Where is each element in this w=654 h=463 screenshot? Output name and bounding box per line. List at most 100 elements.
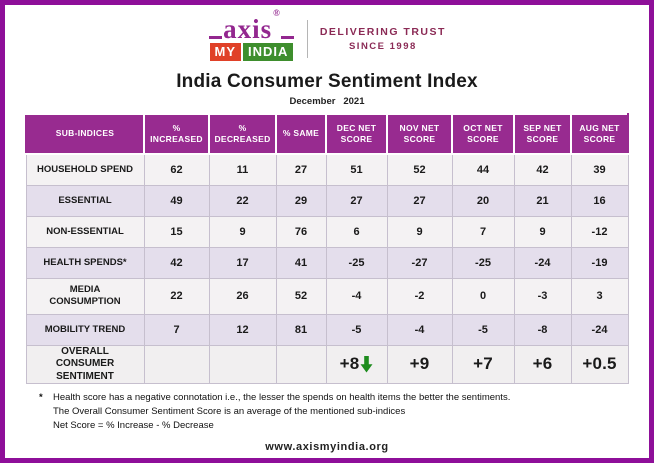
table-row-mobility-trend: MOBILITY TREND 7 12 81 -5 -4 -5 -8 -24 <box>25 313 629 346</box>
cell-value: -24 <box>570 313 629 346</box>
cell-value: 0 <box>451 277 515 315</box>
cell-value: 81 <box>275 313 327 346</box>
cell-empty <box>208 344 277 384</box>
footnotes: * Health score has a negative connotatio… <box>39 391 649 432</box>
table-row-overall-sentiment: OVERALL CONSUMER SENTIMENT +8 +9 +7 <box>25 344 629 384</box>
logo-divider <box>306 20 308 58</box>
logo-my-india: MY INDIA <box>209 42 294 61</box>
cell-value: -12 <box>570 215 629 248</box>
cell-value: 9 <box>386 215 453 248</box>
cell-value: -19 <box>570 246 629 279</box>
cell-empty <box>143 344 210 384</box>
footnote-line-3: Net Score = % Increase - % Decrease <box>53 419 649 433</box>
logo-india-badge: INDIA <box>243 42 294 61</box>
cell-value: 17 <box>208 246 277 279</box>
footnote-line-1: * Health score has a negative connotatio… <box>39 391 649 405</box>
col-header-pct-decreased: % DECREASED <box>208 113 277 155</box>
cell-value: 76 <box>275 215 327 248</box>
logo-right-underscore-decoration <box>280 35 294 39</box>
cell-value: 26 <box>208 277 277 315</box>
logo-axis-wordmark: axis® <box>223 8 281 45</box>
cell-value: -5 <box>451 313 515 346</box>
logo-axis-line: axis® <box>208 8 295 45</box>
footnote-text-3: Net Score = % Increase - % Decrease <box>53 419 214 431</box>
page-subtitle-month: December 2021 <box>289 96 365 107</box>
row-label: ESSENTIAL <box>25 184 145 217</box>
cell-value: -25 <box>325 246 388 279</box>
axis-my-india-logo: axis® MY INDIA <box>208 8 295 61</box>
footnote-text-1: Health score has a negative connotation … <box>53 392 511 403</box>
cell-value: -25 <box>451 246 515 279</box>
cell-value: 11 <box>208 153 277 186</box>
cell-value: -4 <box>325 277 388 315</box>
logo-left-underscore-decoration <box>209 35 223 39</box>
sentiment-table: SUB-INDICES % INCREASED % DECREASED % SA… <box>25 113 629 384</box>
cell-value: 16 <box>570 184 629 217</box>
table-row-media-consumption: MEDIA CONSUMPTION 22 26 52 -4 -2 0 -3 3 <box>25 277 629 315</box>
cell-value: 3 <box>570 277 629 315</box>
cell-value: 7 <box>143 313 210 346</box>
row-label: HOUSEHOLD SPEND <box>25 153 145 186</box>
cell-value: 20 <box>451 184 515 217</box>
cell-value: 42 <box>513 153 572 186</box>
overall-nov-score: +9 <box>386 344 453 384</box>
cell-value: -27 <box>386 246 453 279</box>
table-row-essential: ESSENTIAL 49 22 29 27 27 20 21 16 <box>25 184 629 217</box>
cell-value: 42 <box>143 246 210 279</box>
col-header-oct-net-score: OCT NET SCORE <box>451 113 515 155</box>
col-header-sub-indices: SUB-INDICES <box>25 113 145 155</box>
cell-value: 9 <box>513 215 572 248</box>
overall-sep-score: +6 <box>513 344 572 384</box>
row-label: NON-ESSENTIAL <box>25 215 145 248</box>
cell-value: -5 <box>325 313 388 346</box>
cell-value: 29 <box>275 184 327 217</box>
col-header-nov-net-score: NOV NET SCORE <box>386 113 453 155</box>
cell-value: -3 <box>513 277 572 315</box>
tagline-since-1998: SINCE 1998 <box>348 41 417 52</box>
page-title: India Consumer Sentiment Index <box>176 71 478 92</box>
cell-value: 22 <box>208 184 277 217</box>
row-label: HEALTH SPENDS* <box>25 246 145 279</box>
cell-value: 52 <box>275 277 327 315</box>
col-header-aug-net-score: AUG NET SCORE <box>570 113 629 155</box>
registered-trademark-icon: ® <box>273 8 281 19</box>
footnote-text-2: The Overall Consumer Sentiment Score is … <box>53 405 406 417</box>
cell-value: -4 <box>386 313 453 346</box>
row-label: OVERALL CONSUMER SENTIMENT <box>25 344 145 384</box>
cell-value: 7 <box>451 215 515 248</box>
cell-value: 27 <box>275 153 327 186</box>
cell-value: 9 <box>208 215 277 248</box>
overall-oct-score: +7 <box>451 344 515 384</box>
cell-value: 22 <box>143 277 210 315</box>
table-header-row: SUB-INDICES % INCREASED % DECREASED % SA… <box>25 113 629 155</box>
cell-value: 27 <box>386 184 453 217</box>
cell-value: 49 <box>143 184 210 217</box>
down-arrow-icon <box>360 355 373 373</box>
cell-value: -2 <box>386 277 453 315</box>
cell-value: 15 <box>143 215 210 248</box>
cell-value: 21 <box>513 184 572 217</box>
footnote-line-2: The Overall Consumer Sentiment Score is … <box>53 405 649 419</box>
row-label: MOBILITY TREND <box>25 313 145 346</box>
logo-tagline: DELIVERING TRUST SINCE 1998 <box>320 26 446 52</box>
cell-value: 44 <box>451 153 515 186</box>
footnote-asterisk: * <box>39 392 43 403</box>
cell-value: 52 <box>386 153 453 186</box>
cell-value: 12 <box>208 313 277 346</box>
website-url: www.axismyindia.org <box>265 441 389 454</box>
col-header-dec-net-score: DEC NET SCORE <box>325 113 388 155</box>
cell-empty <box>275 344 327 384</box>
overall-dec-score-cell: +8 <box>325 344 388 384</box>
sentiment-table-container: SUB-INDICES % INCREASED % DECREASED % SA… <box>25 113 629 384</box>
overall-dec-score: +8 <box>339 354 360 374</box>
cell-value: -24 <box>513 246 572 279</box>
tagline-delivering-trust: DELIVERING TRUST <box>319 26 446 38</box>
cell-value: 51 <box>325 153 388 186</box>
brand-header: axis® MY INDIA DELIVERING TRUST SINCE 19… <box>5 8 649 63</box>
col-header-sep-net-score: SEP NET SCORE <box>513 113 572 155</box>
cell-value: 41 <box>275 246 327 279</box>
table-row-household-spend: HOUSEHOLD SPEND 62 11 27 51 52 44 42 39 <box>25 153 629 186</box>
cell-value: -8 <box>513 313 572 346</box>
cell-value: 27 <box>325 184 388 217</box>
